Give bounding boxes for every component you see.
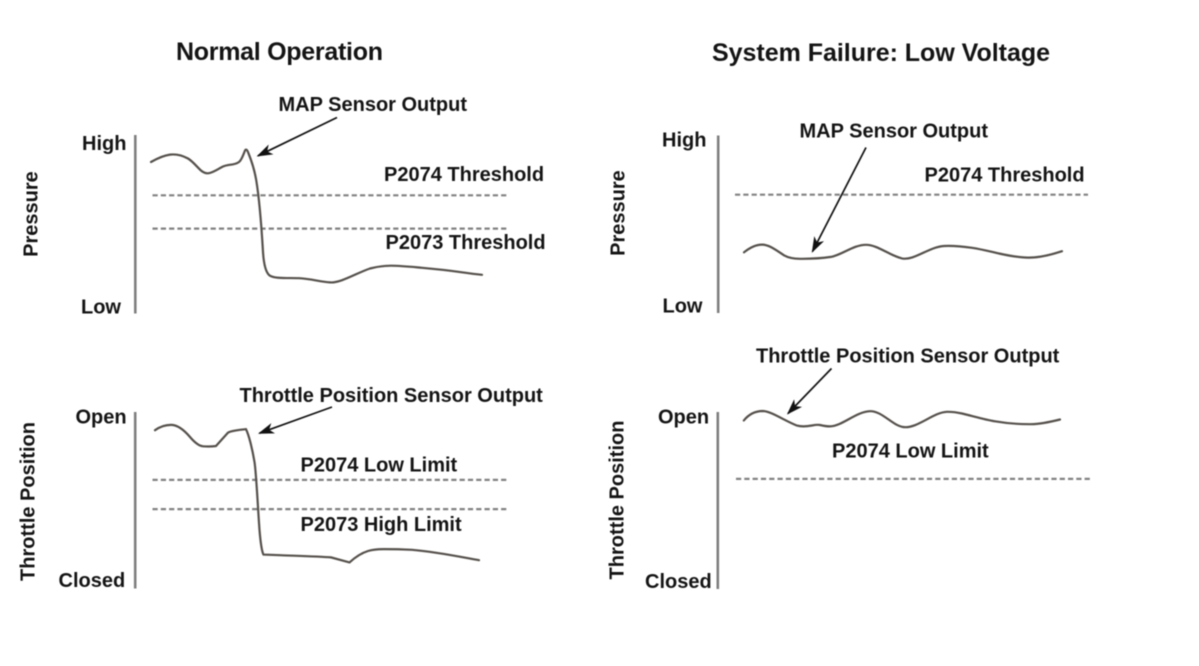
svg-text:P2074 Threshold: P2074 Threshold: [925, 165, 1085, 187]
svg-text:Open: Open: [76, 407, 127, 429]
svg-text:P2074 Low Limit: P2074 Low Limit: [301, 455, 458, 477]
svg-text:P2073 Threshold: P2073 Threshold: [386, 232, 546, 254]
svg-text:High: High: [82, 133, 126, 155]
svg-text:Low: Low: [81, 297, 121, 319]
svg-text:Normal Operation: Normal Operation: [176, 38, 383, 66]
svg-text:P2073 High Limit: P2073 High Limit: [301, 514, 462, 536]
svg-text:P2074 Threshold: P2074 Threshold: [384, 164, 544, 186]
svg-text:Throttle Position Sensor Outpu: Throttle Position Sensor Output: [756, 346, 1060, 368]
svg-text:P2074 Low Limit: P2074 Low Limit: [832, 441, 989, 463]
svg-text:Closed: Closed: [59, 570, 126, 592]
svg-text:Open: Open: [658, 407, 709, 429]
svg-text:MAP Sensor Output: MAP Sensor Output: [279, 94, 468, 116]
svg-text:Throttle Position: Throttle Position: [607, 421, 629, 580]
svg-text:Throttle Position: Throttle Position: [18, 422, 40, 581]
svg-text:Pressure: Pressure: [21, 171, 43, 257]
svg-text:System Failure: Low Voltage: System Failure: Low Voltage: [712, 39, 1050, 67]
svg-text:Closed: Closed: [645, 571, 712, 593]
svg-text:High: High: [662, 130, 706, 152]
svg-text:Throttle Position Sensor Outpu: Throttle Position Sensor Output: [240, 385, 544, 407]
svg-text:MAP Sensor Output: MAP Sensor Output: [800, 121, 989, 143]
svg-text:Low: Low: [663, 296, 703, 318]
svg-text:Pressure: Pressure: [608, 170, 630, 256]
